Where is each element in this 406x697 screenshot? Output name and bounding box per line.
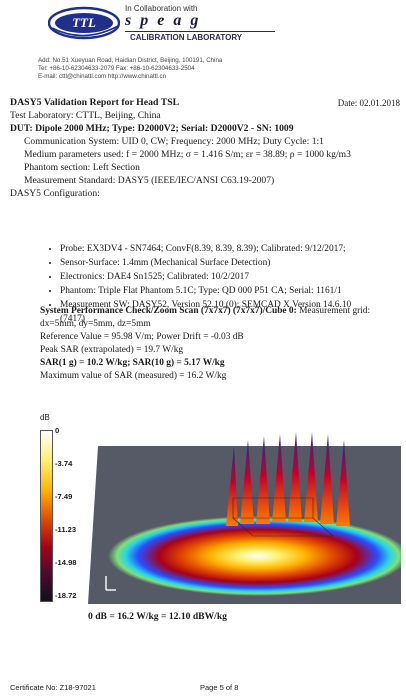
email-line: E-mail: cttl@chinattl.com http://www.chi… (38, 73, 167, 80)
zoom-cube-outline (232, 497, 334, 537)
max-sar: Maximum value of SAR (measured) = 16.2 W… (40, 371, 227, 381)
sar-distribution-plot (88, 406, 401, 604)
test-laboratory: Test Laboratory: CTTL, Beijing, China (10, 110, 161, 121)
collaboration-label: In Collaboration with (125, 4, 198, 13)
config-item: Measurement SW: DASY52, Version 52.10 (0… (60, 298, 406, 326)
report-title: DASY5 Validation Report for Head TSL (10, 97, 180, 108)
scale-tick: -18.72 (55, 591, 77, 600)
reference-value: Reference Value = 95.98 V/m; Power Drift… (40, 332, 244, 342)
configuration-list: Probe: EX3DV4 - SN7464; ConvF(8.39, 8.39… (44, 242, 406, 326)
measurement-standard: Measurement Standard: DASY5 (IEEE/IEC/AN… (24, 175, 275, 186)
config-item-continuation: (7417) (60, 314, 85, 324)
phone-line: Tel: +86-10-62304633-2079 Fax: +86-10-62… (38, 65, 195, 72)
scale-tick: -14.98 (55, 558, 77, 567)
report-date: Date: 02.01.2018 (337, 98, 400, 108)
config-item: Sensor-Surface: 1.4mm (Mechanical Surfac… (60, 256, 406, 270)
axis-indicator-icon (105, 576, 116, 591)
logo-text: TTL (72, 15, 96, 30)
peak-sar: Peak SAR (extrapolated) = 19.7 W/kg (40, 345, 184, 355)
scale-tick: 0 (55, 426, 60, 435)
sar-hotspot (108, 516, 401, 596)
dut-line: DUT: Dipole 2000 MHz; Type: D2000V2; Ser… (10, 123, 294, 134)
sar-formula: 0 dB = 16.2 W/kg = 12.10 dBW/kg (88, 611, 227, 622)
config-item: Probe: EX3DV4 - SN7464; ConvF(8.39, 8.39… (60, 242, 406, 256)
measurement-grid: dx=5mm, dy=5mm, dz=5mm (40, 319, 151, 329)
color-scale-bar (40, 430, 53, 602)
scale-tick: -11.23 (55, 525, 77, 534)
configuration-heading: DASY5 Configuration: (10, 188, 100, 199)
config-item: Phantom: Triple Flat Phantom 5.1C; Type:… (60, 284, 406, 298)
communication-system: Communication System: UID 0, CW; Frequen… (24, 136, 324, 147)
page-number: Page 5 of 8 (200, 683, 239, 692)
scale-unit: dB (40, 413, 50, 422)
zoom-cube-spikes (226, 432, 350, 526)
scale-tick: -7.49 (55, 492, 73, 501)
cttl-logo: TTL (48, 6, 120, 40)
calibration-lab-label: CALIBRATION LABORATORY (130, 33, 243, 42)
speag-underline (125, 31, 275, 32)
config-item: Electronics: DAE4 Sn1525; Calibrated: 10… (60, 270, 406, 284)
medium-parameters: Medium parameters used: f = 2000 MHz; σ … (24, 149, 351, 160)
address-line: Add: No.51 Xueyuan Road, Haidian Distric… (38, 57, 223, 64)
certificate-number: Certificate No: Z18-97021 (10, 683, 96, 692)
sar-values: SAR(1 g) = 10.2 W/kg; SAR(10 g) = 5.17 W… (40, 358, 225, 368)
speag-logo: speag (125, 12, 208, 29)
performance-heading: System Performance Check/Zoom Scan (7x7x… (40, 306, 371, 316)
phantom-section: Phantom section: Left Section (24, 162, 140, 173)
scale-tick: -3.74 (55, 459, 73, 468)
